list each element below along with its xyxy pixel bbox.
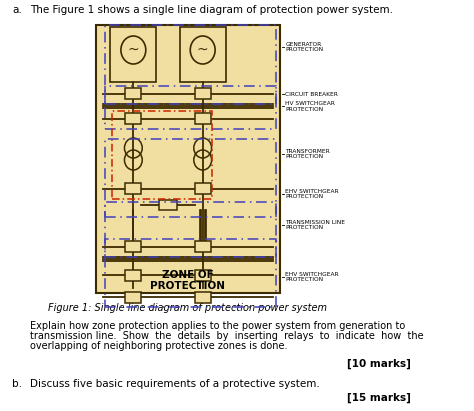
Text: EHV SWITCHGEAR
PROTECTION: EHV SWITCHGEAR PROTECTION: [285, 189, 339, 199]
Bar: [195, 88, 210, 99]
Text: PROTECTION: PROTECTION: [150, 281, 225, 291]
Bar: [125, 183, 141, 194]
Text: transmission line.  Show  the  details  by  inserting  relays  to  indicate  how: transmission line. Show the details by i…: [30, 331, 424, 341]
Bar: [195, 242, 210, 252]
Text: ~: ~: [197, 43, 209, 57]
Bar: [105, 25, 275, 104]
Bar: [125, 242, 141, 252]
Bar: [96, 25, 280, 293]
Text: TRANSMISSION LINE
PROTECTION: TRANSMISSION LINE PROTECTION: [285, 219, 346, 231]
Text: ~: ~: [128, 43, 139, 57]
Text: a.: a.: [12, 5, 22, 15]
Bar: [105, 139, 275, 217]
Text: b.: b.: [12, 379, 22, 389]
Text: [15 marks]: [15 marks]: [347, 393, 410, 403]
Text: HV SWITCHGEAR
PROTECTION: HV SWITCHGEAR PROTECTION: [285, 101, 335, 112]
Bar: [105, 86, 275, 129]
Bar: [195, 183, 210, 194]
Text: Figure 1: Single line diagram of protection power system: Figure 1: Single line diagram of protect…: [48, 303, 327, 313]
Bar: [125, 270, 141, 280]
Bar: [125, 113, 141, 125]
Bar: [195, 270, 210, 280]
Text: ZONE OF: ZONE OF: [162, 270, 213, 280]
Bar: [105, 202, 275, 257]
Bar: [112, 111, 212, 199]
Bar: [105, 239, 275, 307]
Bar: [159, 200, 177, 210]
Text: Explain how zone protection applies to the power system from generation to: Explain how zone protection applies to t…: [30, 321, 405, 331]
Bar: [180, 27, 226, 82]
Bar: [125, 88, 141, 99]
Text: The Figure 1 shows a single line diagram of protection power system.: The Figure 1 shows a single line diagram…: [30, 5, 393, 15]
Text: EHV SWITCHGEAR
PROTECTION: EHV SWITCHGEAR PROTECTION: [285, 272, 339, 282]
Text: overlapping of neighboring protective zones is done.: overlapping of neighboring protective zo…: [30, 341, 288, 351]
Text: Discuss five basic requirements of a protective system.: Discuss five basic requirements of a pro…: [30, 379, 320, 389]
Bar: [195, 291, 210, 302]
Bar: [125, 291, 141, 302]
Text: TRANSFORMER
PROTECTION: TRANSFORMER PROTECTION: [285, 149, 330, 159]
Bar: [110, 27, 156, 82]
Text: CIRCUIT BREAKER: CIRCUIT BREAKER: [285, 92, 338, 97]
Text: [10 marks]: [10 marks]: [347, 359, 410, 369]
Bar: [195, 113, 210, 125]
Text: GENERATOR
PROTECTION: GENERATOR PROTECTION: [285, 42, 323, 52]
